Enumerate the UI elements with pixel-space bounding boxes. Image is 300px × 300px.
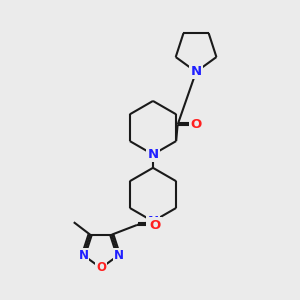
Text: N: N — [78, 249, 88, 262]
Text: O: O — [190, 118, 202, 131]
Text: O: O — [150, 218, 161, 232]
Text: O: O — [96, 262, 106, 275]
Text: N: N — [147, 215, 158, 228]
Text: N: N — [190, 65, 202, 78]
Text: N: N — [113, 249, 124, 262]
Text: N: N — [147, 148, 158, 161]
